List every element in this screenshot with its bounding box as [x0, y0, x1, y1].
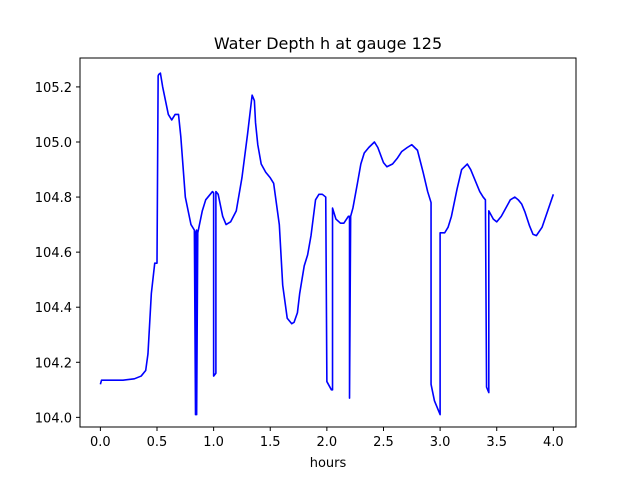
- chart-title: Water Depth h at gauge 125: [214, 34, 442, 53]
- x-tick-label: 1.0: [203, 435, 224, 450]
- y-tick-label: 104.4: [35, 301, 72, 316]
- axes-frame: [79, 57, 577, 428]
- x-tick-label: 2.0: [317, 435, 338, 450]
- x-tick-label: 2.5: [373, 435, 394, 450]
- y-tick-label: 104.2: [35, 356, 72, 371]
- y-axis-ticks: 104.0 104.2 104.4 104.6 104.8 105.0 105.2: [35, 81, 80, 426]
- x-tick-label: 1.5: [260, 435, 281, 450]
- y-tick-label: 104.6: [35, 246, 72, 261]
- y-tick-label: 105.0: [35, 136, 72, 151]
- x-tick-label: 4.0: [543, 435, 564, 450]
- x-axis-label: hours: [310, 456, 347, 471]
- x-tick-label: 0.0: [90, 435, 111, 450]
- x-tick-label: 3.0: [430, 435, 451, 450]
- x-tick-label: 0.5: [147, 435, 168, 450]
- x-tick-label: 3.5: [486, 435, 507, 450]
- y-tick-label: 105.2: [35, 81, 72, 96]
- water-depth-series-line: [99, 72, 555, 416]
- y-tick-label: 104.8: [35, 191, 72, 206]
- plot-area: 0.0 0.5 1.0 1.5 2.0 2.5 3.0 3.5 4.0 104.0104.210…: [35, 57, 577, 450]
- x-axis-ticks: 0.0 0.5 1.0 1.5 2.0 2.5 3.0 3.5 4.0: [90, 427, 564, 450]
- y-tick-label: 104.0: [35, 411, 72, 426]
